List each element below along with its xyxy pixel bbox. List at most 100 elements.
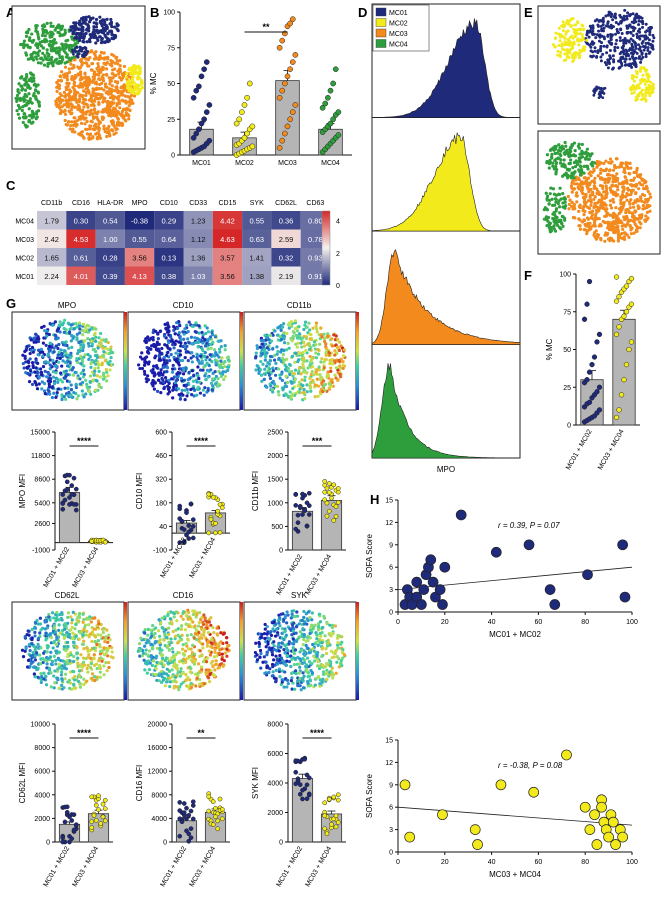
heatmap-cell-value: 1.23 <box>191 216 206 225</box>
tsne-dot <box>558 161 563 165</box>
heatmap-cell <box>124 211 155 230</box>
tsne-dot <box>89 365 93 369</box>
tsne-dot <box>93 110 97 114</box>
tsne-dot <box>101 108 105 112</box>
tsne-dot <box>571 165 575 170</box>
tsne-dot <box>23 98 27 102</box>
tsne-dot <box>58 330 62 334</box>
tsne-dot <box>649 80 653 84</box>
tsne-dot <box>596 49 600 53</box>
tsne-dot <box>86 352 90 357</box>
tsne-dot <box>607 228 612 232</box>
tsne-dot <box>582 27 586 31</box>
tsne-dot <box>644 41 648 45</box>
tsne-dot <box>558 39 562 43</box>
tsne-dot <box>79 346 83 350</box>
tsne-dot <box>204 378 208 382</box>
tsne-dot <box>66 103 70 107</box>
tsne-dot <box>43 34 47 38</box>
data-point <box>282 80 288 87</box>
heatmap-column-label: MPO <box>132 200 149 207</box>
tsne-dot <box>299 341 303 345</box>
tsne-dot <box>33 648 37 652</box>
data-point <box>616 407 622 413</box>
tsne-dot <box>41 28 45 33</box>
tsne-dot <box>48 379 53 384</box>
tsne-dot <box>581 47 585 51</box>
tsne-dot <box>637 19 641 23</box>
tsne-dot <box>69 123 73 128</box>
tsne-dot <box>39 61 43 65</box>
tsne-dot <box>73 105 78 109</box>
tsne-dot <box>52 60 56 64</box>
tsne-dot <box>610 33 614 37</box>
tsne-dot <box>120 98 124 102</box>
tsne-dot <box>151 384 155 388</box>
tsne-dot <box>85 57 89 61</box>
data-point <box>287 116 293 123</box>
tsne-dot <box>626 188 631 192</box>
tsne-dot <box>611 197 615 201</box>
tsne-dot <box>115 59 119 63</box>
tsne-dot <box>65 98 69 102</box>
tsne-dot <box>142 369 147 374</box>
tsne-dot <box>136 85 140 89</box>
tsne-dot <box>78 58 83 63</box>
tsne-dot <box>263 348 267 352</box>
tsne-dot <box>266 361 270 365</box>
tsne-dot <box>32 50 36 54</box>
tsne-dot <box>116 62 120 66</box>
tsne-dot <box>82 343 86 347</box>
tsne-dot <box>594 237 598 241</box>
tsne-dot <box>160 376 164 381</box>
tsne-dot <box>115 123 119 127</box>
tsne-dot <box>622 187 626 191</box>
tsne-dot <box>124 113 128 117</box>
tsne-dot <box>103 96 107 100</box>
tsne-dot <box>59 673 63 677</box>
tsne-dot <box>597 217 601 221</box>
tsne-dot <box>84 127 88 131</box>
heatmap-cell <box>242 266 272 285</box>
tsne-dot <box>563 40 567 44</box>
tsne-dot <box>45 334 49 338</box>
tsne-dot <box>253 356 258 360</box>
legend-swatch <box>375 28 387 38</box>
tsne-dot <box>90 68 94 72</box>
tsne-dot <box>284 392 288 396</box>
tsne-dot <box>67 380 72 384</box>
tsne-dot <box>57 53 61 57</box>
tsne-dot <box>165 344 169 348</box>
tsne-dot <box>222 377 226 382</box>
tsne-dot <box>162 386 166 391</box>
tsne-dot <box>283 363 287 367</box>
tsne-dot <box>573 216 577 220</box>
tsne-dot <box>593 201 597 205</box>
tsne-dot <box>55 356 60 360</box>
tsne-dot <box>618 233 622 237</box>
heatmap-cell-value: 0.91 <box>308 272 323 281</box>
tsne-dot <box>149 347 153 351</box>
tsne-dot <box>68 127 72 131</box>
tsne-dot <box>571 46 575 50</box>
tsne-dot <box>557 156 561 161</box>
tsne-dot <box>206 330 211 334</box>
tsne-dot <box>610 174 615 178</box>
tsne-dot <box>259 373 264 377</box>
heatmap-cell-value: 0.28 <box>103 253 118 262</box>
heatmap-cell-value: 0.64 <box>162 235 177 244</box>
tsne-dot <box>74 98 79 103</box>
tsne-dot <box>307 347 312 352</box>
tsne-dot <box>88 112 92 117</box>
tsne-dot <box>97 86 101 91</box>
tsne-dot <box>57 50 61 54</box>
x-axis-label: MPO <box>437 465 455 474</box>
tsne-dot <box>33 88 38 92</box>
tsne-dot <box>604 14 608 18</box>
tsne-dot <box>39 628 43 632</box>
tsne-dot <box>36 53 40 58</box>
tsne-dot <box>51 64 55 68</box>
tsne-dot <box>162 334 167 338</box>
tsne-dot <box>633 16 637 20</box>
tsne-dot <box>74 382 78 387</box>
